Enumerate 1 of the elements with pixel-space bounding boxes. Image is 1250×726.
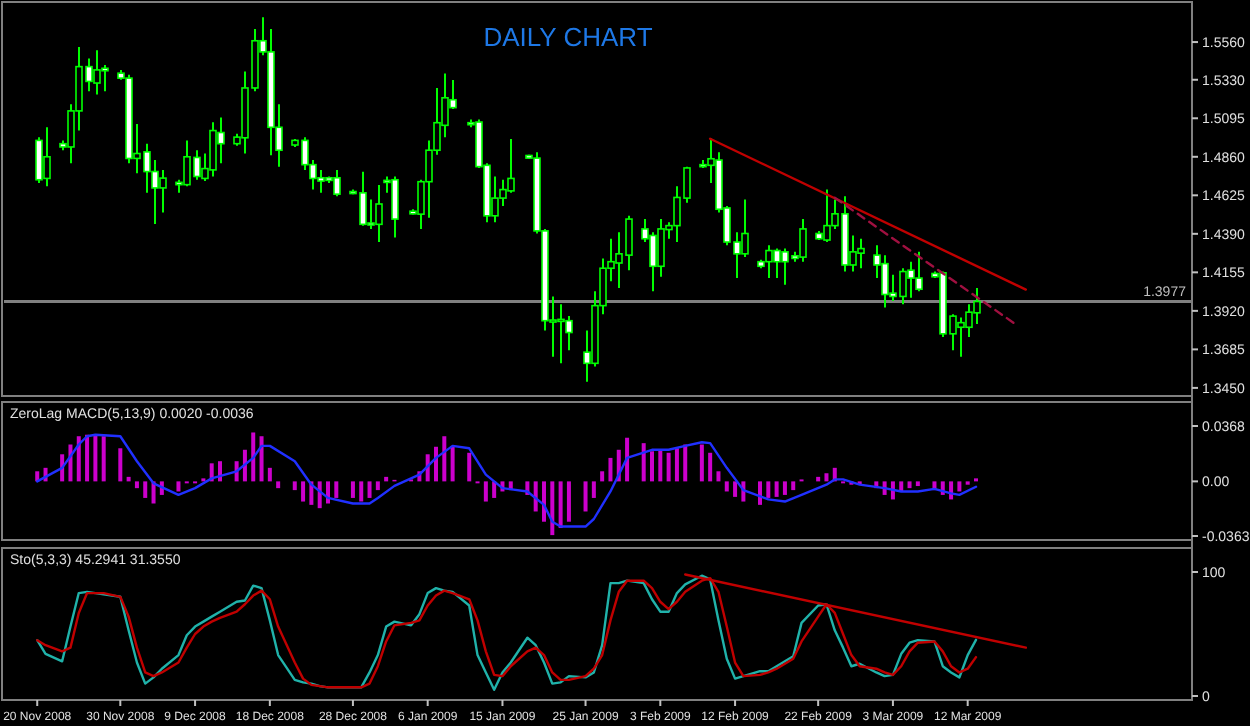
text: DAILY CHART [483, 22, 653, 52]
